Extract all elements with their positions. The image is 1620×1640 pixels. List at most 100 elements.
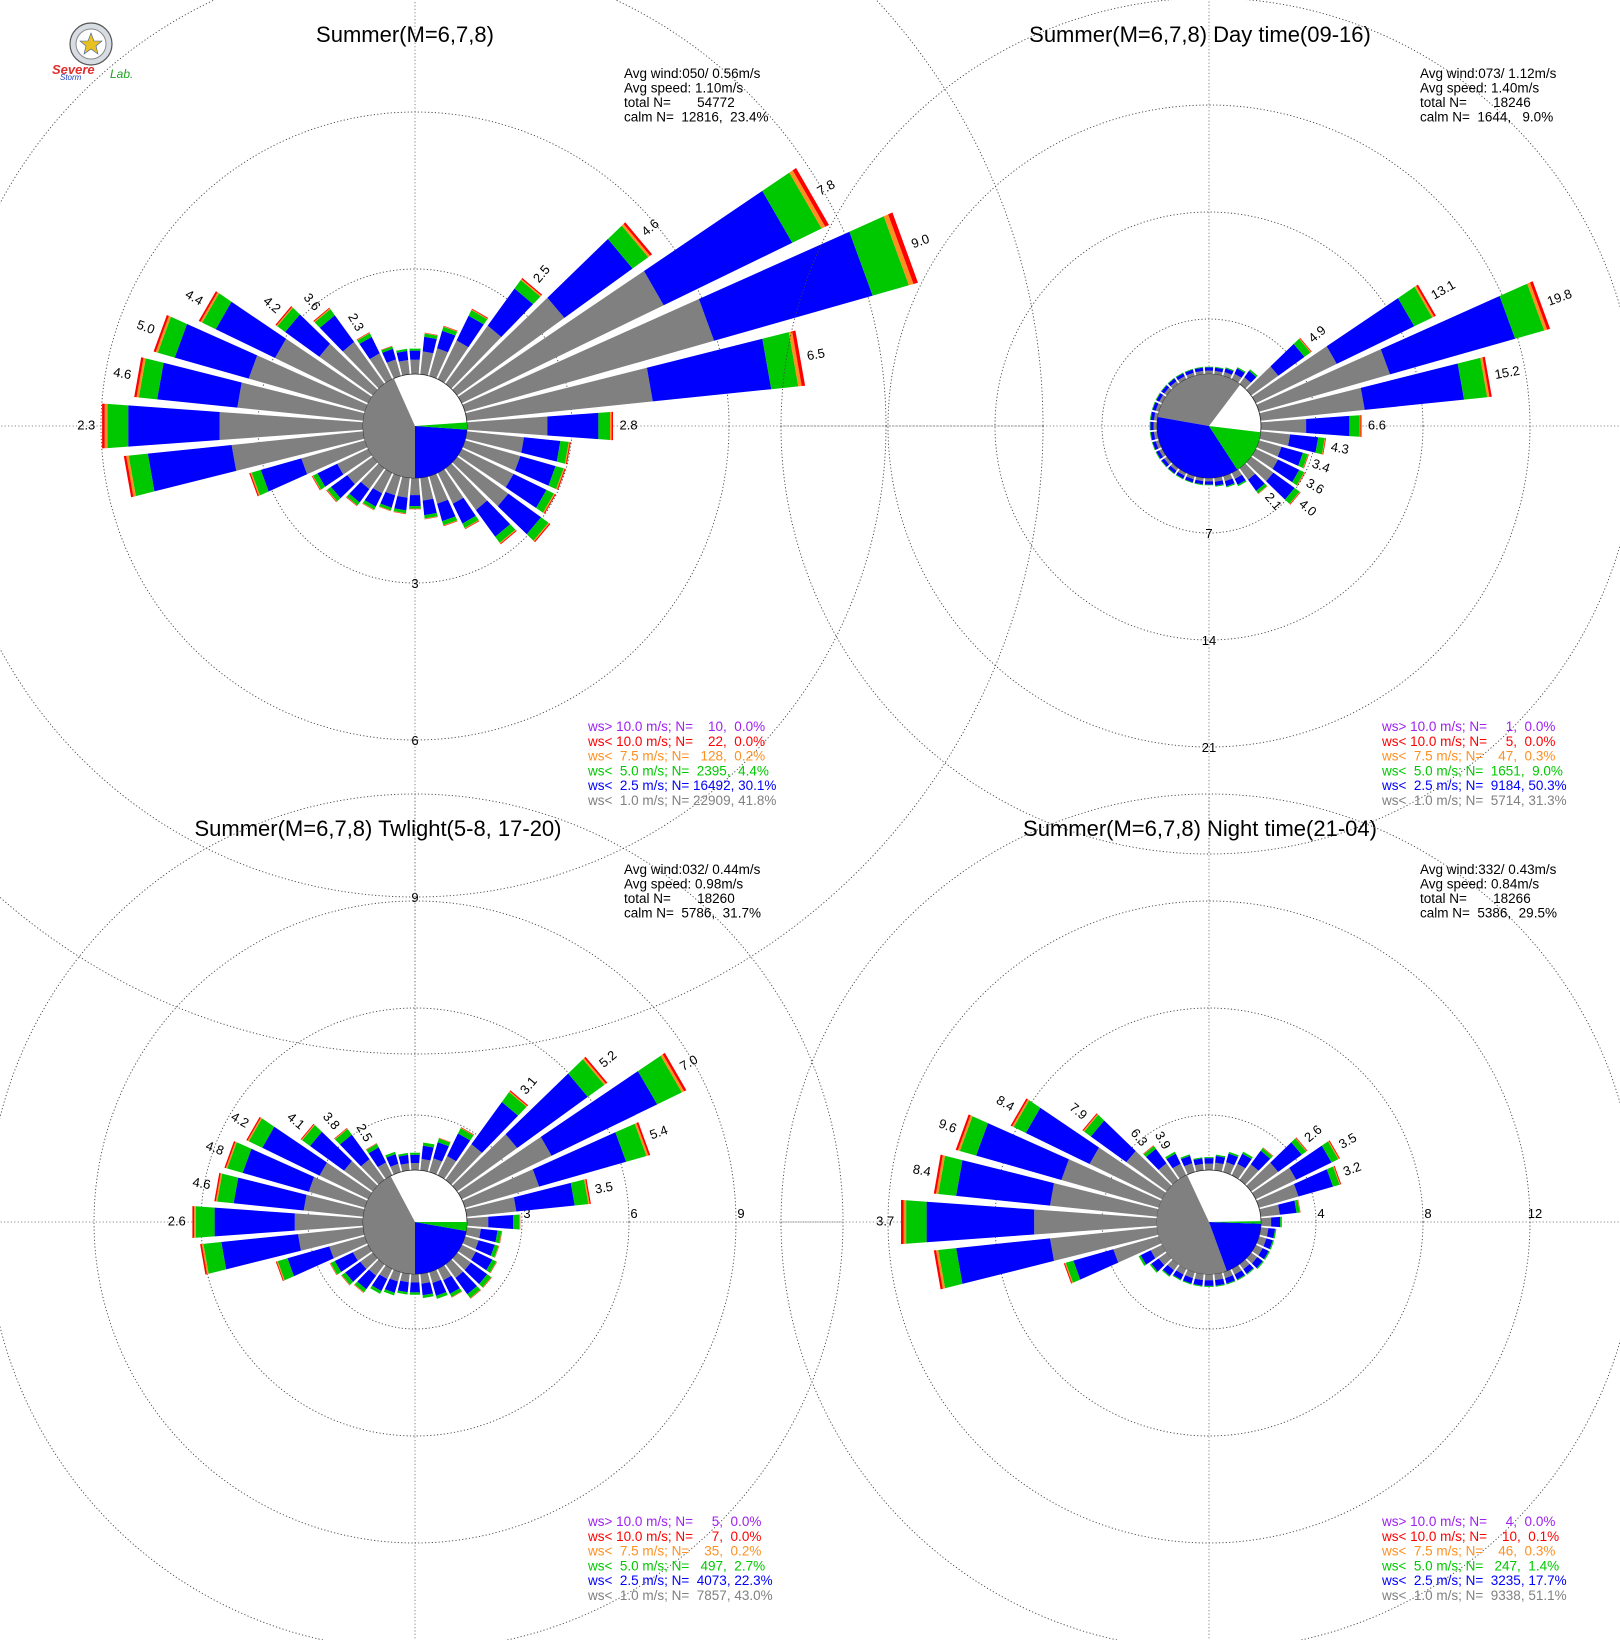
bar-230-seg3 <box>341 1275 350 1286</box>
bar-90-seg4 <box>611 411 613 441</box>
bar-290-seg3 <box>225 1141 237 1169</box>
bar-180-seg1 <box>410 1282 420 1293</box>
bar-60-seg1 <box>1289 1145 1332 1180</box>
bar-value-label: 9.6 <box>937 1116 959 1136</box>
bar-value-label: 2.5 <box>530 262 553 285</box>
ring-tick-label: 14 <box>1202 633 1216 648</box>
bar-160-seg2 <box>436 1292 448 1299</box>
bar-330-seg2 <box>366 1143 379 1154</box>
bar-130-seg1 <box>1251 1257 1263 1269</box>
bar-270-seg0 <box>219 412 364 440</box>
bar-50-seg2 <box>1291 1138 1307 1155</box>
bar-350-seg0 <box>1194 1163 1204 1172</box>
bar-value-label: 2.3 <box>77 417 95 432</box>
bar-50-seg4 <box>623 222 653 256</box>
bar-190-seg2 <box>1194 483 1203 486</box>
bar-60-seg2 <box>1398 286 1433 327</box>
bar-210-seg3 <box>362 503 375 511</box>
bar-130-seg3 <box>1289 491 1301 505</box>
bar-140-seg3 <box>470 1289 481 1299</box>
bar-220-seg1 <box>349 481 370 503</box>
bar-90-seg2 <box>598 412 611 440</box>
bar-60-seg1 <box>540 1071 658 1156</box>
bar-250-seg4 <box>275 1261 284 1282</box>
bar-50-seg3 <box>582 1058 606 1085</box>
bar-160-seg1 <box>432 1279 447 1296</box>
bar-40-seg3 <box>520 279 542 297</box>
bar-40-seg1 <box>487 288 534 337</box>
bar-260-seg3 <box>201 1243 209 1275</box>
bar-110-seg3 <box>1303 454 1309 469</box>
bar-90-seg0 <box>1260 1217 1272 1227</box>
bar-360-seg1 <box>410 1154 420 1163</box>
bar-50-seg0 <box>452 1134 518 1192</box>
bar-30-seg2 <box>1242 1151 1253 1159</box>
bar-110-seg0 <box>462 1236 479 1250</box>
stats-line: Avg wind:332/ 0.43m/s <box>1420 862 1557 877</box>
bar-110-seg1 <box>475 1240 495 1256</box>
bar-320-seg3 <box>313 308 331 323</box>
legend-entry: ws< 5.0 m/s; N= 497, 2.7% <box>587 1558 765 1573</box>
bar-100-seg1 <box>479 1228 498 1243</box>
bar-340-seg0 <box>1184 1163 1195 1175</box>
stats-line: total N= 18260 <box>624 891 735 906</box>
bar-210-seg0 <box>372 469 393 494</box>
bar-70-seg1 <box>1294 1169 1334 1197</box>
bar-230-seg0 <box>1158 1252 1172 1266</box>
bar-value-label: 3.5 <box>594 1179 614 1197</box>
bar-200-seg2 <box>383 1289 395 1296</box>
bar-80-seg4 <box>792 330 806 386</box>
bar-210-seg2 <box>370 1285 382 1294</box>
bar-170-seg1 <box>1214 480 1224 486</box>
bar-150-seg2 <box>462 515 479 529</box>
calm-sector <box>415 1222 467 1231</box>
bar-190-seg1 <box>1193 1278 1203 1286</box>
stats-line: Avg speed: 1.10m/s <box>624 81 743 96</box>
bar-130-seg2 <box>1256 1261 1264 1270</box>
bar-160-seg2 <box>1226 483 1236 488</box>
bar-290-seg2 <box>959 1116 988 1156</box>
bar-360-seg2 <box>410 1152 420 1155</box>
bar-90-seg0 <box>1260 419 1307 433</box>
bar-60-seg3 <box>789 170 826 229</box>
bar-110-seg3 <box>556 468 565 490</box>
bar-10-seg0 <box>420 1158 431 1172</box>
grid-ring <box>994 211 1424 641</box>
bar-10-seg0 <box>1214 1162 1224 1172</box>
bar-150-seg2 <box>1237 1275 1246 1281</box>
bar-100-seg3 <box>564 441 570 464</box>
bar-50-seg2 <box>607 225 649 269</box>
bar-30-seg2 <box>468 310 488 325</box>
bar-360-seg0 <box>1205 370 1213 375</box>
bar-300-seg0 <box>1159 394 1166 404</box>
bar-290-seg4 <box>955 1114 971 1151</box>
bar-280-seg2 <box>217 1173 239 1204</box>
bar-120-seg4 <box>1297 472 1306 486</box>
bar-320-seg2 <box>1143 1145 1156 1157</box>
bar-140-seg1 <box>1243 1264 1254 1274</box>
bar-140-seg3 <box>499 529 517 544</box>
bar-120-seg2 <box>536 489 554 513</box>
bar-220-seg0 <box>368 1259 385 1276</box>
bar-270-seg3 <box>194 1206 196 1238</box>
bar-100-seg1 <box>1288 434 1319 453</box>
bar-140-seg1 <box>455 1271 478 1295</box>
bar-80-seg0 <box>465 367 653 421</box>
bar-90-seg1 <box>1271 1216 1281 1228</box>
bar-20-seg4 <box>438 1137 451 1143</box>
bar-50-seg4 <box>1295 1137 1308 1152</box>
bar-250-seg1 <box>1073 1249 1119 1280</box>
bar-200-seg1 <box>1185 476 1194 483</box>
bar-300-seg2 <box>248 1118 275 1148</box>
grid-ring <box>307 1114 523 1330</box>
bar-100-seg3 <box>1321 438 1326 455</box>
calm-sector <box>415 1222 467 1274</box>
bar-110-seg3 <box>494 1245 499 1258</box>
bar-260-seg4 <box>200 1244 207 1275</box>
bar-310-seg0 <box>319 343 378 396</box>
bar-40-seg3 <box>509 1091 528 1107</box>
bar-300-seg2 <box>1155 392 1161 401</box>
bar-250-seg3 <box>1064 1262 1073 1284</box>
bar-20-seg3 <box>438 1138 451 1143</box>
